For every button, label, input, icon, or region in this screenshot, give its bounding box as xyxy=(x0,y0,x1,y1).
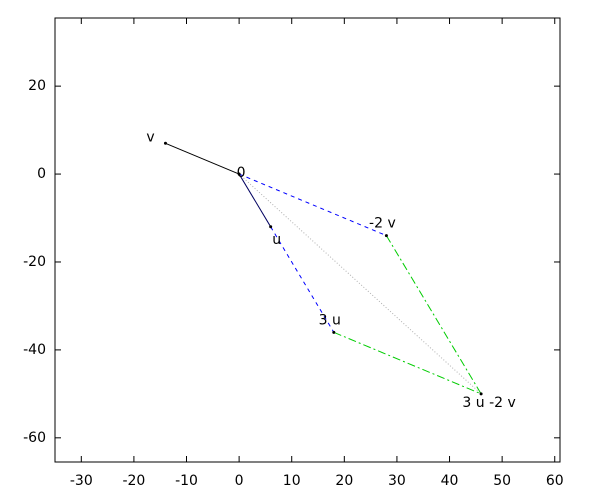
x-tick-label: 20 xyxy=(335,473,353,489)
point-label: -2 v xyxy=(369,216,396,232)
point-label: v xyxy=(146,129,154,145)
x-tick-label: 60 xyxy=(546,473,564,489)
x-tick-label: -30 xyxy=(70,473,93,489)
vector-point xyxy=(163,141,167,145)
x-tick-label: 40 xyxy=(441,473,459,489)
point-label: 3 u -2 v xyxy=(462,395,515,411)
y-tick-label: 0 xyxy=(37,166,46,182)
x-tick-label: 10 xyxy=(283,473,301,489)
x-tick-label: -20 xyxy=(122,473,145,489)
point-label: 0 xyxy=(237,165,246,181)
vector-segment xyxy=(165,142,240,175)
vector-segment xyxy=(238,173,482,395)
vector-segment xyxy=(238,173,272,228)
vector-point xyxy=(332,330,336,334)
x-tick-label: 50 xyxy=(493,473,511,489)
x-tick-label: -10 xyxy=(175,473,198,489)
vector-point xyxy=(269,225,273,229)
y-tick-label: -60 xyxy=(23,430,46,446)
vector-segment xyxy=(333,331,482,395)
vector-segment xyxy=(385,235,482,395)
plot-frame xyxy=(54,17,561,463)
y-tick-label: -40 xyxy=(23,342,46,358)
vector-point xyxy=(479,392,483,396)
point-label: 3 u xyxy=(319,312,341,328)
vector-segment xyxy=(238,173,387,237)
x-tick-label: 0 xyxy=(235,473,244,489)
y-tick-label: 20 xyxy=(28,78,46,94)
x-tick-label: 30 xyxy=(388,473,406,489)
vector-point xyxy=(384,234,388,238)
vector-point xyxy=(237,172,241,176)
y-tick-label: -20 xyxy=(23,254,46,270)
point-label: u xyxy=(272,232,281,248)
